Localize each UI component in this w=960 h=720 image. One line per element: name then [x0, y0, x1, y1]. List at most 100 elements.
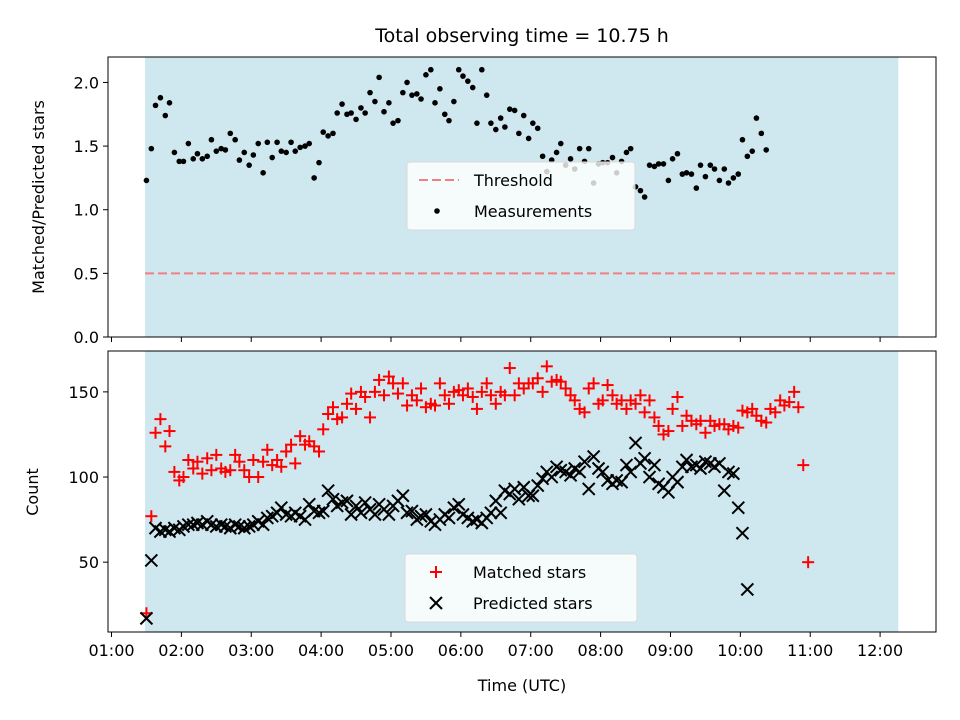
matched-star-point: [797, 459, 810, 472]
measurement-point: [548, 157, 555, 163]
predicted-star-point: [484, 506, 498, 520]
matched-star-point: [620, 402, 633, 415]
measurement-point: [320, 129, 327, 135]
matched-star-point: [247, 453, 260, 466]
measurement-point: [469, 84, 476, 91]
predicted-star-point: [717, 483, 731, 498]
x-tick-label: 08:00: [578, 641, 624, 660]
bottom-y-axis: 50 100 150: [68, 383, 108, 572]
x-tick-label: 11:00: [787, 641, 833, 660]
matched-star-point: [313, 445, 326, 458]
predicted-star-point: [349, 499, 363, 513]
measurement-point: [362, 110, 368, 116]
measurement-point: [157, 94, 164, 101]
bottom-x-axis: 01:00 02:00 03:00 04:00 05:00 06:00 07:00 08:00…: [88, 632, 903, 660]
matched-star-point: [294, 430, 307, 443]
measurement-point: [735, 171, 742, 177]
measurement-point: [451, 98, 457, 105]
measurement-point: [744, 153, 751, 160]
measurement-point: [428, 66, 434, 73]
y-tick-label: 150: [68, 383, 99, 402]
x-axis-label: Time (UTC): [477, 676, 566, 695]
matched-star-point: [410, 394, 423, 407]
measurement-point: [372, 98, 378, 105]
matched-star-point: [163, 425, 176, 438]
predicted-star-point: [358, 495, 372, 510]
matched-star-point: [187, 462, 200, 475]
matched-star-point: [275, 460, 288, 473]
measurement-point: [194, 150, 201, 157]
measurement-point: [166, 100, 173, 106]
measurement-point: [674, 150, 681, 157]
measurement-point: [460, 73, 466, 79]
matched-star-point: [652, 419, 665, 432]
y-tick-label: 0.5: [74, 264, 99, 283]
matched-star-point: [466, 390, 479, 403]
predicted-star-point: [531, 478, 545, 493]
predicted-star-point: [735, 526, 750, 540]
measurement-point: [441, 111, 448, 118]
matched-star-point: [145, 510, 158, 523]
predicted-star-point: [382, 507, 396, 522]
measurement-point: [204, 153, 211, 160]
measurement-point: [143, 177, 150, 184]
matched-star-point: [191, 455, 204, 468]
predicted-star-point: [144, 553, 159, 568]
matched-star-point: [340, 397, 353, 410]
measurement-point: [232, 136, 238, 143]
matched-star-point: [378, 389, 390, 402]
matched-star-point: [531, 372, 544, 385]
top-panel: 0.00.51.01.52.0 Matched/Predicted stars …: [29, 56, 937, 347]
measurement-point: [697, 162, 704, 168]
matched-star-point: [792, 401, 805, 414]
measurement-point: [520, 112, 527, 119]
measurement-point: [185, 140, 192, 147]
predicted-star-point: [242, 519, 256, 534]
measurement-point: [730, 175, 737, 181]
predicted-star-point: [586, 449, 601, 464]
measurement-point: [627, 145, 634, 152]
measurement-point: [306, 140, 313, 147]
matched-star-point: [699, 426, 712, 439]
matched-star-point: [238, 464, 251, 477]
measurement-point: [725, 180, 732, 186]
measurement-point: [208, 136, 215, 143]
measurement-point: [386, 100, 392, 106]
top-plot-frame: [107, 56, 937, 338]
matched-star-point: [196, 467, 209, 480]
measurement-point: [297, 144, 303, 151]
measurement-point: [348, 110, 354, 116]
measurement-point: [162, 112, 169, 119]
predicted-star-point: [595, 465, 610, 479]
measurement-point: [358, 105, 364, 111]
matched-star-point: [746, 402, 759, 415]
matched-star-point: [271, 453, 284, 466]
matched-star-point: [201, 452, 214, 465]
measurement-point: [758, 130, 765, 137]
measurement-point: [665, 177, 672, 184]
measurement-point: [655, 161, 662, 167]
predicted-star-point: [544, 470, 559, 484]
legend-measurements-swatch: [434, 208, 440, 214]
x-tick-label: 05:00: [368, 641, 414, 660]
predicted-star-point: [563, 468, 578, 483]
measurement-point: [213, 148, 220, 154]
predicted-star-point: [526, 489, 540, 503]
matched-star-point: [382, 370, 395, 383]
top-marks: [143, 66, 770, 200]
measurement-point: [255, 140, 262, 147]
matched-star-point: [554, 375, 567, 388]
matched-star-point: [182, 453, 195, 466]
measurement-point: [288, 139, 294, 146]
predicted-star-point: [340, 494, 354, 508]
matched-star-point: [154, 413, 167, 426]
top-legend: Threshold Measurements: [406, 161, 636, 231]
x-tick-label: 06:00: [438, 641, 484, 660]
bottom-legend-box: [404, 553, 638, 623]
matched-star-point: [503, 362, 516, 375]
matched-star-point: [336, 411, 349, 424]
measurement-point: [152, 102, 159, 109]
predicted-star-point: [679, 453, 694, 467]
matched-star-point: [475, 385, 488, 398]
